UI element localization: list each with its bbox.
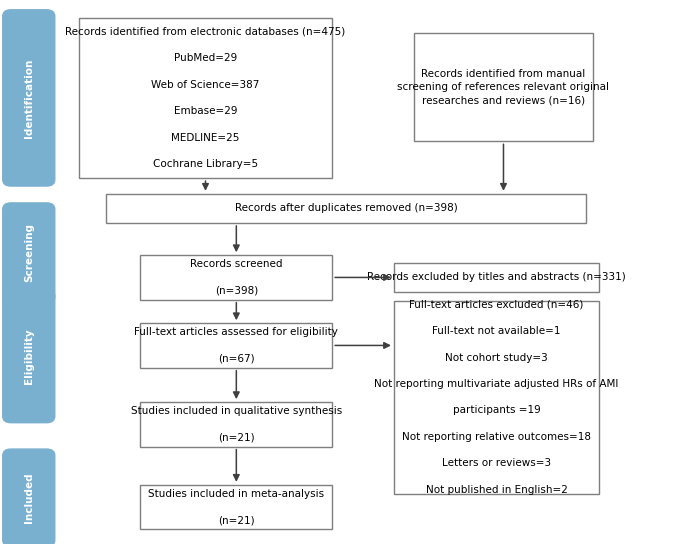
FancyBboxPatch shape	[394, 263, 599, 292]
Text: Identification: Identification	[24, 58, 34, 138]
Text: Studies included in meta-analysis

(n=21): Studies included in meta-analysis (n=21)	[148, 489, 325, 525]
FancyBboxPatch shape	[106, 194, 586, 223]
FancyBboxPatch shape	[394, 300, 599, 494]
Text: Full-text articles excluded (n=46)

Full-text not available=1

Not cohort study=: Full-text articles excluded (n=46) Full-…	[375, 300, 619, 494]
Text: Studies included in qualitative synthesis

(n=21): Studies included in qualitative synthesi…	[131, 406, 342, 442]
Text: Full-text articles assessed for eligibility

(n=67): Full-text articles assessed for eligibil…	[134, 327, 338, 363]
FancyBboxPatch shape	[79, 17, 332, 178]
Text: Records excluded by titles and abstracts (n=331): Records excluded by titles and abstracts…	[367, 273, 626, 282]
Text: Included: Included	[24, 472, 34, 523]
Text: Screening: Screening	[24, 224, 34, 282]
FancyBboxPatch shape	[140, 323, 332, 368]
FancyBboxPatch shape	[3, 449, 55, 544]
Text: Eligibility: Eligibility	[24, 329, 34, 384]
FancyBboxPatch shape	[414, 33, 593, 141]
FancyBboxPatch shape	[140, 402, 332, 447]
Text: Records after duplicates removed (n=398): Records after duplicates removed (n=398)	[234, 203, 458, 213]
FancyBboxPatch shape	[3, 290, 55, 423]
FancyBboxPatch shape	[3, 10, 55, 186]
Text: Records identified from electronic databases (n=475)

PubMed=29

Web of Science=: Records identified from electronic datab…	[65, 27, 346, 169]
Text: Records identified from manual
screening of references relevant original
researc: Records identified from manual screening…	[397, 69, 610, 105]
Text: Records screened

(n=398): Records screened (n=398)	[190, 259, 283, 295]
FancyBboxPatch shape	[140, 485, 332, 529]
FancyBboxPatch shape	[3, 203, 55, 303]
FancyBboxPatch shape	[140, 255, 332, 300]
